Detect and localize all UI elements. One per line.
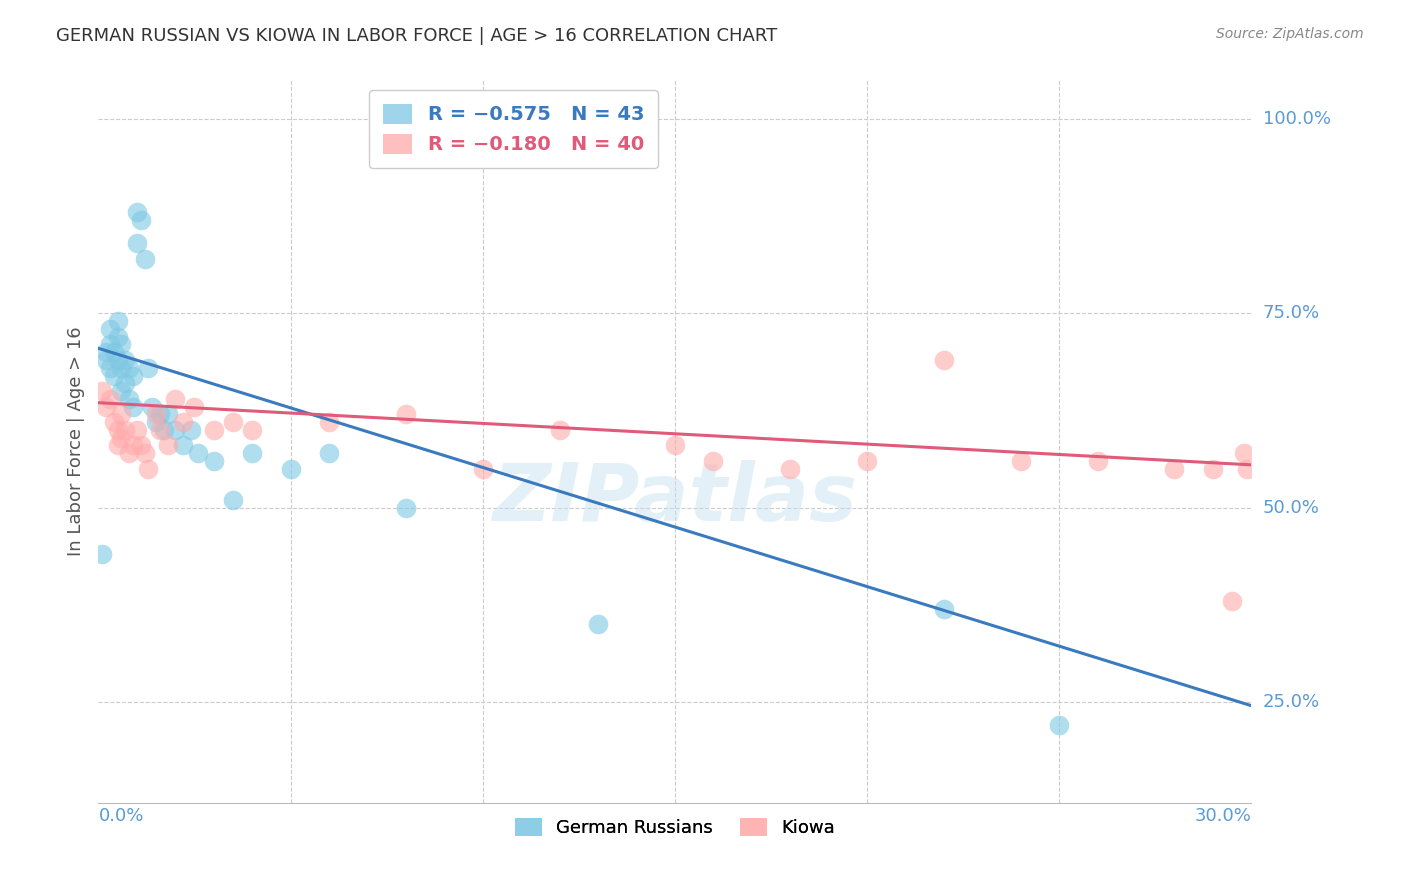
Point: [395, 408, 418, 422]
Point: [1047, 718, 1070, 732]
Y-axis label: In Labor Force | Age > 16: In Labor Force | Age > 16: [66, 326, 84, 557]
Point: [114, 353, 136, 368]
Point: [118, 392, 141, 406]
Point: [1163, 461, 1185, 475]
Point: [138, 461, 160, 475]
Text: 100.0%: 100.0%: [1263, 110, 1331, 128]
Point: [1087, 454, 1109, 468]
Point: [94, 353, 117, 368]
Legend: German Russians, Kiowa: German Russians, Kiowa: [508, 811, 842, 845]
Point: [1202, 461, 1225, 475]
Point: [152, 423, 174, 437]
Point: [98, 322, 121, 336]
Point: [134, 252, 156, 266]
Point: [1010, 454, 1032, 468]
Point: [110, 337, 132, 351]
Point: [222, 492, 245, 507]
Point: [172, 438, 194, 452]
Point: [471, 461, 494, 475]
Point: [94, 345, 117, 359]
Text: Source: ZipAtlas.com: Source: ZipAtlas.com: [1216, 27, 1364, 41]
Point: [202, 423, 225, 437]
Point: [91, 547, 114, 561]
Point: [114, 423, 136, 437]
Point: [156, 408, 179, 422]
Point: [91, 384, 114, 398]
Point: [165, 423, 187, 437]
Point: [110, 384, 132, 398]
Point: [103, 368, 125, 383]
Point: [103, 415, 125, 429]
Point: [122, 368, 145, 383]
Point: [107, 438, 129, 452]
Point: [149, 408, 172, 422]
Text: 25.0%: 25.0%: [1263, 693, 1320, 711]
Point: [141, 400, 163, 414]
Point: [145, 415, 167, 429]
Point: [202, 454, 225, 468]
Point: [114, 376, 136, 391]
Text: ZIPatlas: ZIPatlas: [492, 460, 858, 539]
Text: 75.0%: 75.0%: [1263, 304, 1320, 322]
Point: [110, 360, 132, 375]
Point: [165, 392, 187, 406]
Point: [548, 423, 571, 437]
Point: [145, 408, 167, 422]
Point: [856, 454, 879, 468]
Point: [779, 461, 801, 475]
Point: [94, 400, 117, 414]
Point: [122, 400, 145, 414]
Text: 50.0%: 50.0%: [1263, 499, 1320, 516]
Point: [134, 446, 156, 460]
Point: [125, 236, 148, 251]
Point: [702, 454, 724, 468]
Point: [107, 314, 129, 328]
Point: [172, 415, 194, 429]
Point: [98, 360, 121, 375]
Point: [1236, 461, 1258, 475]
Point: [118, 446, 141, 460]
Point: [240, 423, 263, 437]
Point: [110, 408, 132, 422]
Point: [156, 438, 179, 452]
Point: [149, 423, 172, 437]
Point: [110, 431, 132, 445]
Point: [1220, 594, 1243, 608]
Point: [187, 446, 209, 460]
Point: [318, 446, 340, 460]
Point: [932, 353, 955, 368]
Text: GERMAN RUSSIAN VS KIOWA IN LABOR FORCE | AGE > 16 CORRELATION CHART: GERMAN RUSSIAN VS KIOWA IN LABOR FORCE |…: [56, 27, 778, 45]
Text: 0.0%: 0.0%: [98, 806, 143, 825]
Point: [107, 353, 129, 368]
Point: [129, 438, 152, 452]
Point: [932, 601, 955, 615]
Point: [129, 213, 152, 227]
Text: 30.0%: 30.0%: [1195, 806, 1251, 825]
Point: [125, 205, 148, 219]
Point: [98, 337, 121, 351]
Point: [240, 446, 263, 460]
Point: [664, 438, 686, 452]
Point: [318, 415, 340, 429]
Point: [103, 345, 125, 359]
Point: [280, 461, 302, 475]
Point: [586, 617, 609, 632]
Point: [98, 392, 121, 406]
Point: [180, 423, 202, 437]
Point: [222, 415, 245, 429]
Point: [125, 423, 148, 437]
Point: [138, 360, 160, 375]
Point: [1233, 446, 1256, 460]
Point: [107, 423, 129, 437]
Point: [107, 329, 129, 343]
Point: [122, 438, 145, 452]
Point: [395, 500, 418, 515]
Point: [118, 360, 141, 375]
Point: [183, 400, 205, 414]
